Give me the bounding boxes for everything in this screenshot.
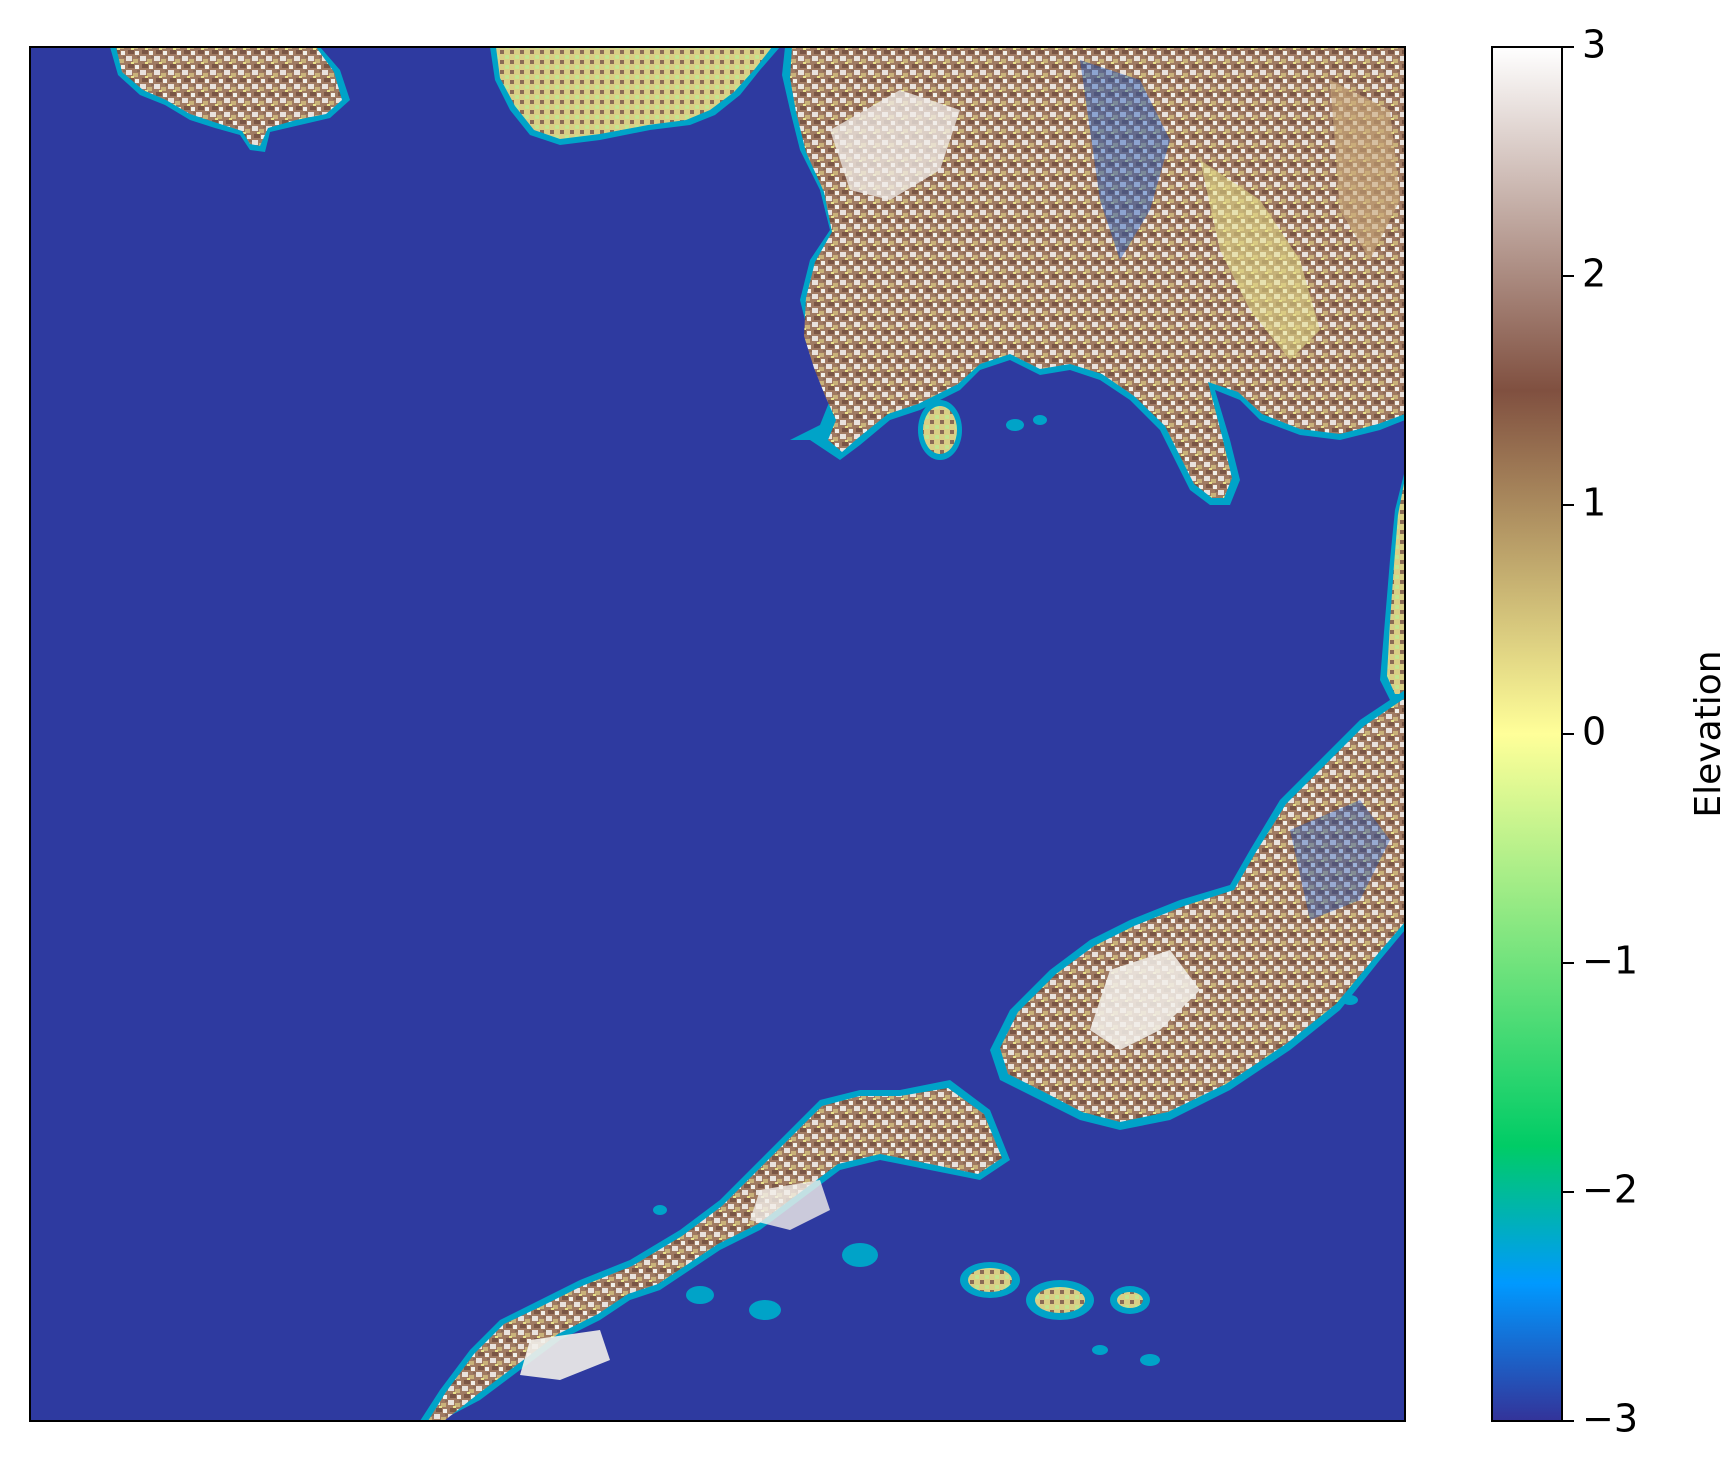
colorbar-tick-label: 0 bbox=[1582, 710, 1606, 754]
map-frame bbox=[29, 46, 1406, 1422]
colorbar-tick-label: 2 bbox=[1582, 252, 1606, 296]
colorbar: −3 −2 −1 0 1 2 3 Elevation bbox=[1491, 23, 1729, 1441]
landmass-southern-peninsula-chain bbox=[420, 1080, 1010, 1421]
colorbar-label: Elevation bbox=[1688, 650, 1729, 817]
landmass-southeast-coast bbox=[990, 690, 1405, 1130]
colorbar-tick-label: −1 bbox=[1582, 939, 1638, 983]
landmass-east-coast-strip bbox=[1380, 470, 1405, 700]
colorbar-tick-label: −3 bbox=[1582, 1397, 1638, 1441]
landmass-north-coast-peninsula bbox=[490, 47, 780, 145]
landmass-northwest-island bbox=[110, 47, 350, 152]
colorbar-tick-label: −2 bbox=[1582, 1168, 1638, 1212]
small-islands bbox=[653, 400, 1358, 1366]
colorbar-tick-label: 3 bbox=[1582, 23, 1606, 67]
elevation-map bbox=[29, 46, 1406, 1422]
landmass-northeast-mainland bbox=[782, 47, 1405, 505]
colorbar-tick-label: 1 bbox=[1582, 481, 1606, 525]
colorbar-ticks: −3 −2 −1 0 1 2 3 bbox=[1562, 23, 1638, 1441]
colorbar-gradient bbox=[1492, 47, 1562, 1421]
